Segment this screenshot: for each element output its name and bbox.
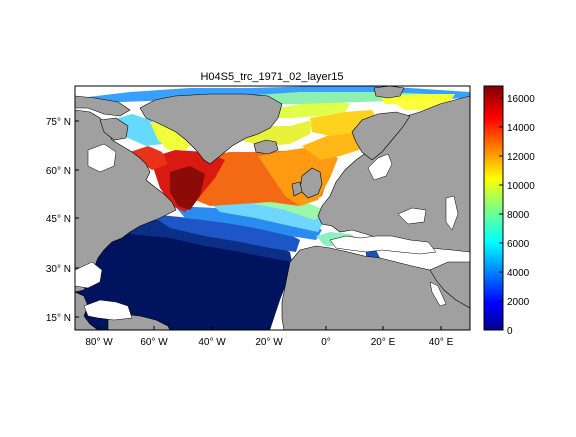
lon-tick-label: 40° E (429, 337, 454, 348)
lat-tick-label: 30° N (46, 264, 71, 275)
lon-tick-label: 80° W (85, 337, 113, 348)
colorbar-gradient (483, 85, 504, 331)
gulf-of-mexico (75, 261, 103, 289)
svalbard (373, 86, 405, 99)
lon-tick-label: 40° W (198, 337, 226, 348)
lat-tick-label: 45° N (46, 214, 71, 225)
lat-tick-label: 60° N (46, 166, 71, 177)
colorbar-tick-label: 14000 (507, 123, 535, 134)
greenland (139, 93, 283, 165)
latitude-axis: 75° N 60° N 45° N 30° N 15° N (46, 117, 79, 324)
lat-tick-label: 75° N (46, 117, 71, 128)
mediterranean-sea (329, 235, 437, 255)
arabian-peninsula (429, 261, 470, 309)
lon-tick-label: 60° W (140, 337, 168, 348)
colorbar-tick-label: 0 (507, 326, 513, 337)
caribbean-sea (83, 299, 133, 321)
lon-tick-label: 0° (321, 337, 331, 348)
colorbar-tick-label: 16000 (507, 94, 535, 105)
map-panel (75, 86, 470, 330)
baltic-sea (367, 153, 393, 181)
central-america (75, 291, 99, 330)
lon-tick-label: 20° E (371, 337, 396, 348)
hudson-bay (87, 143, 117, 173)
red-sea (429, 281, 447, 307)
caspian-sea (445, 195, 459, 231)
colorbar-tick-label: 4000 (507, 268, 530, 279)
colorbar-tick-label: 10000 (507, 181, 535, 192)
colorbar-tick-label: 6000 (507, 239, 530, 250)
lat-tick-label: 15° N (46, 313, 71, 324)
map-title: H04S5_trc_1971_02_layer15 (200, 71, 343, 83)
black-sea (397, 207, 427, 225)
colorbar-tick-label: 12000 (507, 152, 535, 163)
ireland (291, 181, 303, 197)
iceland (253, 139, 279, 155)
lon-tick-label: 20° W (255, 337, 283, 348)
baffin-island (99, 117, 129, 141)
colorbar: 0 2000 4000 6000 8000 10000 12000 14000 … (483, 85, 535, 337)
colorbar-tick-label: 2000 (507, 297, 530, 308)
canadian-arctic (75, 95, 131, 117)
scandinavia (351, 111, 411, 161)
inland-seas (75, 143, 459, 321)
colorbar-tick-label: 8000 (507, 210, 530, 221)
longitude-axis: 80° W 60° W 40° W 20° W 0° 20° E 40° E (85, 326, 454, 348)
africa (281, 245, 470, 330)
map-frame (74, 85, 471, 331)
